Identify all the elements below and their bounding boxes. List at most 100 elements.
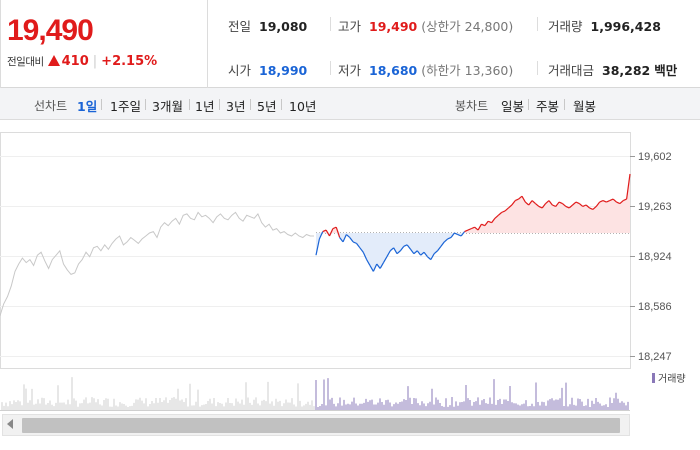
today-line-segment [609, 198, 614, 202]
prev-close-cell: 전일 19,080 [228, 16, 307, 35]
today-line-segment [399, 245, 405, 252]
today-line-segment [535, 203, 540, 207]
today-line-segment [602, 200, 607, 203]
volume-legend-swatch [652, 373, 655, 383]
period-5year[interactable]: 5년 [257, 99, 277, 114]
today-line-segment [467, 228, 472, 231]
separator [564, 99, 565, 110]
period-3year[interactable]: 3년 [226, 99, 246, 114]
today-line-segment [575, 201, 580, 205]
today-line-segment [474, 226, 479, 231]
divider [330, 61, 331, 75]
candle-daily[interactable]: 일봉 [501, 99, 525, 114]
today-line-segment [345, 234, 351, 238]
today-line-segment [386, 250, 391, 257]
y-tick-label: 19,263 [638, 201, 672, 213]
change-row: 전일대비 410 | +2.15% [7, 54, 157, 69]
low-cell: 저가 18,680 (하한가 13,360) [338, 60, 513, 79]
divider [330, 17, 331, 31]
today-line-segment [349, 237, 354, 243]
change-label: 전일대비 [7, 56, 44, 68]
scroll-left-arrow-icon[interactable] [7, 419, 13, 429]
today-line-segment [339, 237, 344, 243]
chart-scrollbar[interactable] [2, 414, 630, 436]
today-line-segment [531, 200, 536, 204]
chart-period-toolbar: 선차트 1일 1주일 3개월 1년 3년 5년 10년 봉차트 일봉 주봉 월봉 [0, 88, 700, 120]
period-3month[interactable]: 3개월 [152, 99, 183, 114]
separator [145, 99, 146, 110]
today-line-segment [366, 259, 371, 266]
candle-chart-label: 봉차트 [455, 99, 489, 113]
volume-label: 거래량 [548, 19, 583, 34]
upper-limit: (상한가 24,800) [421, 19, 514, 34]
separator [219, 99, 220, 110]
low-label: 저가 [338, 63, 362, 78]
period-10year[interactable]: 10년 [289, 99, 317, 114]
today-line-segment [592, 206, 597, 210]
y-tick-label: 18,924 [638, 251, 672, 263]
up-area [316, 174, 630, 233]
today-line-segment [369, 265, 374, 272]
today-line-segment [582, 204, 587, 208]
today-line-segment [612, 198, 617, 203]
today-line-segment [578, 203, 584, 207]
today-line-segment [403, 244, 408, 247]
separator [101, 99, 102, 110]
today-line-segment [443, 238, 449, 243]
today-line-segment [450, 232, 455, 238]
separator [189, 99, 190, 110]
today-line-segment [406, 244, 412, 250]
period-1day[interactable]: 1일 [77, 99, 98, 114]
today-line-segment [437, 245, 442, 252]
today-line-segment [508, 204, 513, 209]
today-line-segment [501, 210, 506, 213]
today-line-segment [497, 211, 503, 216]
candle-monthly[interactable]: 월봉 [573, 99, 597, 114]
today-line-segment [548, 200, 553, 206]
today-line-segment [376, 263, 381, 269]
y-tick-label: 19,602 [638, 151, 672, 163]
today-line-segment [562, 203, 567, 207]
today-line-segment [427, 256, 432, 261]
today-line-segment [518, 195, 523, 200]
today-line-segment [322, 229, 327, 233]
scroll-thumb[interactable] [22, 418, 620, 433]
today-line-segment [481, 223, 486, 227]
today-line-segment [511, 200, 516, 206]
amount-cell: 거래대금 38,282 백만 [548, 60, 677, 79]
today-line-segment [494, 214, 499, 219]
period-1week[interactable]: 1주일 [110, 99, 141, 114]
divider [537, 61, 538, 75]
today-line-segment [433, 250, 438, 255]
today-line-segment [626, 173, 631, 200]
today-line-segment [352, 241, 357, 244]
quote-panel: 19,490 전일대비 410 | +2.15% 전일 19,080 고가 19,490(… [0, 0, 700, 88]
separator [281, 99, 282, 110]
change-amount: 410 [61, 54, 89, 69]
today-line-segment [555, 201, 560, 207]
price-chart: 19,602 19,263 18,924 18,586 18,247 거래량 [0, 120, 700, 450]
today-line-segment [372, 263, 378, 272]
today-line-segment [585, 204, 590, 209]
today-line-segment [572, 201, 577, 206]
today-line-segment [315, 238, 320, 256]
period-1year[interactable]: 1년 [195, 99, 215, 114]
current-price: 19,490 [7, 14, 94, 47]
today-line-segment [362, 251, 368, 260]
amount-unit: 백만 [654, 63, 678, 78]
separator: | [92, 54, 98, 69]
candle-weekly[interactable]: 주봉 [536, 99, 560, 114]
today-line-segment [389, 247, 395, 252]
today-line-segment [430, 253, 435, 260]
change-percent: +2.15% [101, 54, 158, 69]
today-line-segment [328, 228, 334, 237]
today-line-segment [457, 233, 462, 237]
today-line-segment [423, 251, 428, 258]
today-line-segment [504, 207, 509, 212]
today-line-segment [410, 248, 415, 255]
volume-cell: 거래량 1,996,428 [548, 16, 661, 35]
today-line-segment [332, 226, 337, 230]
today-line-segment [568, 204, 573, 209]
amount-label: 거래대금 [548, 63, 595, 78]
